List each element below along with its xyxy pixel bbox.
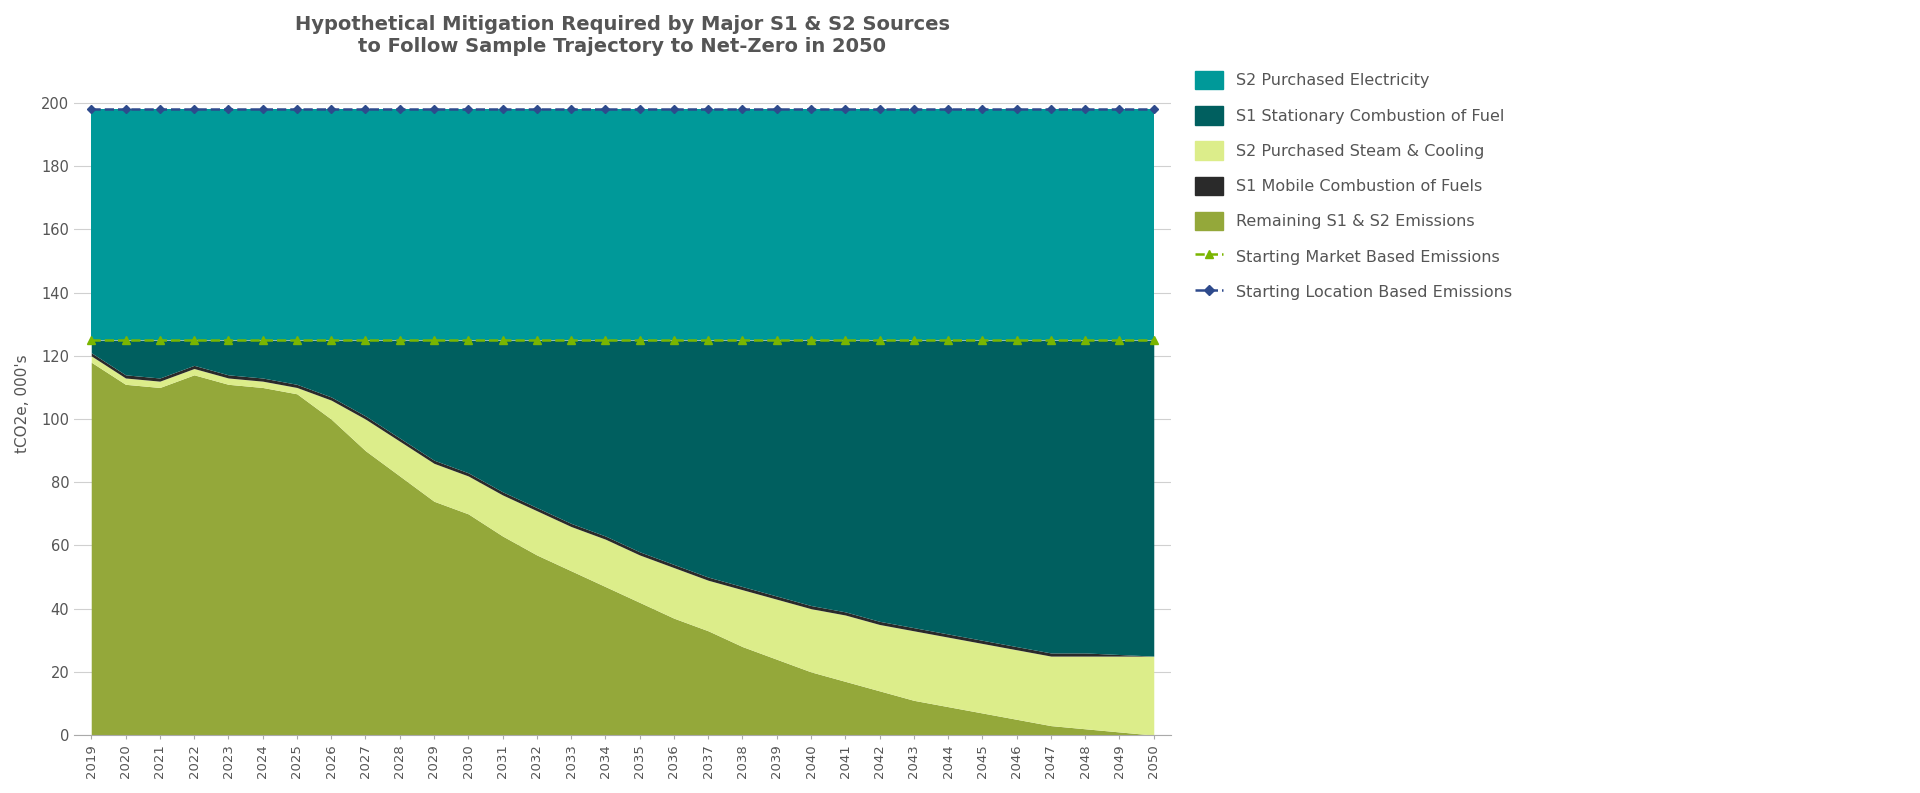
Y-axis label: tCO2e, 000's: tCO2e, 000's xyxy=(15,354,31,453)
Legend: S2 Purchased Electricity, S1 Stationary Combustion of Fuel, S2 Purchased Steam &: S2 Purchased Electricity, S1 Stationary … xyxy=(1190,66,1517,305)
Title: Hypothetical Mitigation Required by Major S1 & S2 Sources
to Follow Sample Traje: Hypothetical Mitigation Required by Majo… xyxy=(296,15,950,56)
